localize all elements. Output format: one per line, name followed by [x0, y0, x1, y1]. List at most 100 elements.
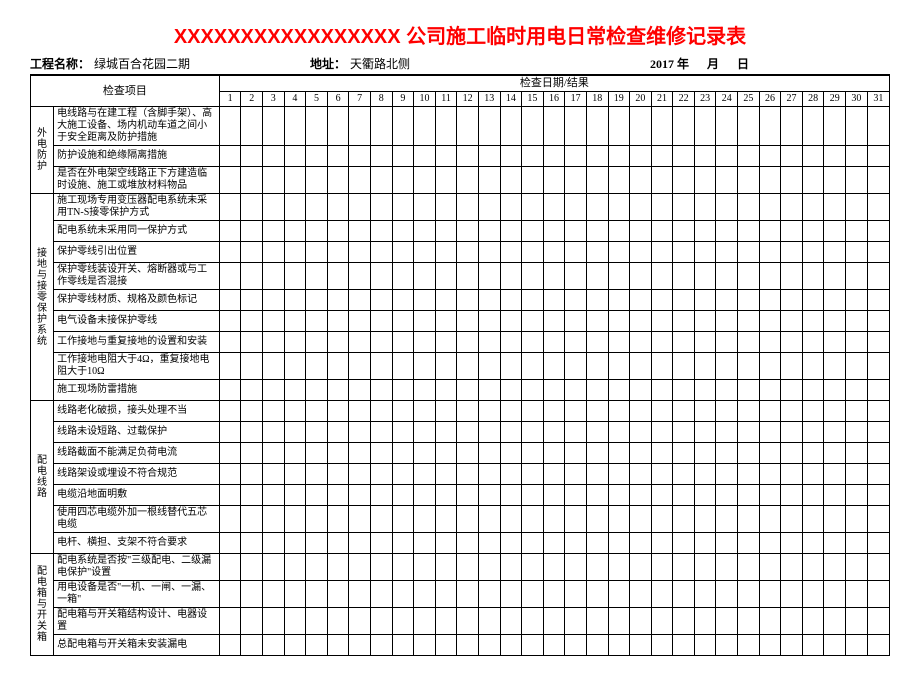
result-cell: [478, 380, 500, 401]
result-cell: [370, 464, 392, 485]
result-cell: [500, 167, 522, 194]
result-cell: [651, 146, 673, 167]
result-cell: [608, 401, 630, 422]
result-cell: [478, 608, 500, 635]
result-cell: [500, 506, 522, 533]
result-cell: [284, 263, 306, 290]
result-cell: [543, 290, 565, 311]
result-cell: [716, 353, 738, 380]
result-cell: [219, 485, 241, 506]
result-cell: [478, 443, 500, 464]
result-cell: [306, 263, 328, 290]
result-cell: [565, 608, 587, 635]
item-cell: 配电箱与开关箱结构设计、电器设置: [54, 608, 220, 635]
result-cell: [457, 311, 479, 332]
result-cell: [802, 485, 824, 506]
result-cell: [392, 554, 414, 581]
result-cell: [457, 242, 479, 263]
result-cell: [457, 167, 479, 194]
result-cell: [867, 263, 889, 290]
result-cell: [586, 533, 608, 554]
result-cell: [349, 581, 371, 608]
result-cell: [802, 146, 824, 167]
result-cell: [867, 221, 889, 242]
result-cell: [867, 608, 889, 635]
result-cell: [349, 506, 371, 533]
result-cell: [608, 380, 630, 401]
result-cell: [759, 194, 781, 221]
result-cell: [565, 167, 587, 194]
result-cell: [522, 533, 544, 554]
result-cell: [586, 311, 608, 332]
day-header: 31: [867, 92, 889, 107]
result-cell: [781, 167, 803, 194]
result-cell: [738, 422, 760, 443]
result-cell: [824, 353, 846, 380]
result-cell: [327, 263, 349, 290]
day-header: 24: [716, 92, 738, 107]
result-cell: [522, 107, 544, 146]
result-cell: [457, 581, 479, 608]
result-cell: [738, 242, 760, 263]
result-cell: [435, 380, 457, 401]
result-cell: [716, 263, 738, 290]
result-cell: [586, 443, 608, 464]
result-cell: [370, 167, 392, 194]
item-header-cell: 检查项目: [31, 76, 220, 107]
item-cell: 用电设备是否"一机、一闸、一漏、一箱": [54, 581, 220, 608]
result-cell: [543, 107, 565, 146]
result-cell: [586, 554, 608, 581]
result-cell: [630, 443, 652, 464]
result-cell: [370, 443, 392, 464]
day-header: 6: [327, 92, 349, 107]
result-cell: [457, 194, 479, 221]
result-cell: [846, 401, 868, 422]
result-cell: [673, 506, 695, 533]
result-cell: [306, 635, 328, 656]
result-cell: [478, 581, 500, 608]
result-cell: [867, 146, 889, 167]
result-cell: [219, 221, 241, 242]
result-cell: [802, 380, 824, 401]
header-info: 工程名称：绿城百合花园二期 地址：天衢路北侧 2017 年 月 日: [30, 55, 890, 75]
table-row: 配电箱与开关箱结构设计、电器设置: [31, 608, 890, 635]
result-cell: [241, 443, 263, 464]
item-cell: 工作接地电阻大于4Ω，重复接地电阻大于10Ω: [54, 353, 220, 380]
result-cell: [370, 533, 392, 554]
result-cell: [759, 242, 781, 263]
result-cell: [867, 380, 889, 401]
result-cell: [219, 533, 241, 554]
result-cell: [500, 194, 522, 221]
result-cell: [435, 533, 457, 554]
result-cell: [241, 290, 263, 311]
result-cell: [457, 380, 479, 401]
result-cell: [457, 608, 479, 635]
result-cell: [327, 533, 349, 554]
result-cell: [824, 194, 846, 221]
result-cell: [781, 263, 803, 290]
project-label: 工程名称：: [30, 57, 90, 71]
result-cell: [500, 146, 522, 167]
result-cell: [586, 242, 608, 263]
table-row: 保护零线材质、规格及颜色标记: [31, 290, 890, 311]
result-cell: [435, 608, 457, 635]
result-cell: [284, 332, 306, 353]
result-cell: [716, 290, 738, 311]
result-cell: [414, 443, 436, 464]
result-cell: [716, 533, 738, 554]
result-cell: [694, 554, 716, 581]
result-cell: [824, 464, 846, 485]
result-cell: [478, 194, 500, 221]
day-header: 17: [565, 92, 587, 107]
result-cell: [867, 422, 889, 443]
result-cell: [478, 146, 500, 167]
day-header: 12: [457, 92, 479, 107]
result-cell: [694, 263, 716, 290]
result-cell: [392, 581, 414, 608]
result-cell: [327, 554, 349, 581]
result-cell: [306, 311, 328, 332]
result-cell: [457, 107, 479, 146]
result-cell: [846, 221, 868, 242]
result-cell: [327, 608, 349, 635]
result-cell: [565, 380, 587, 401]
